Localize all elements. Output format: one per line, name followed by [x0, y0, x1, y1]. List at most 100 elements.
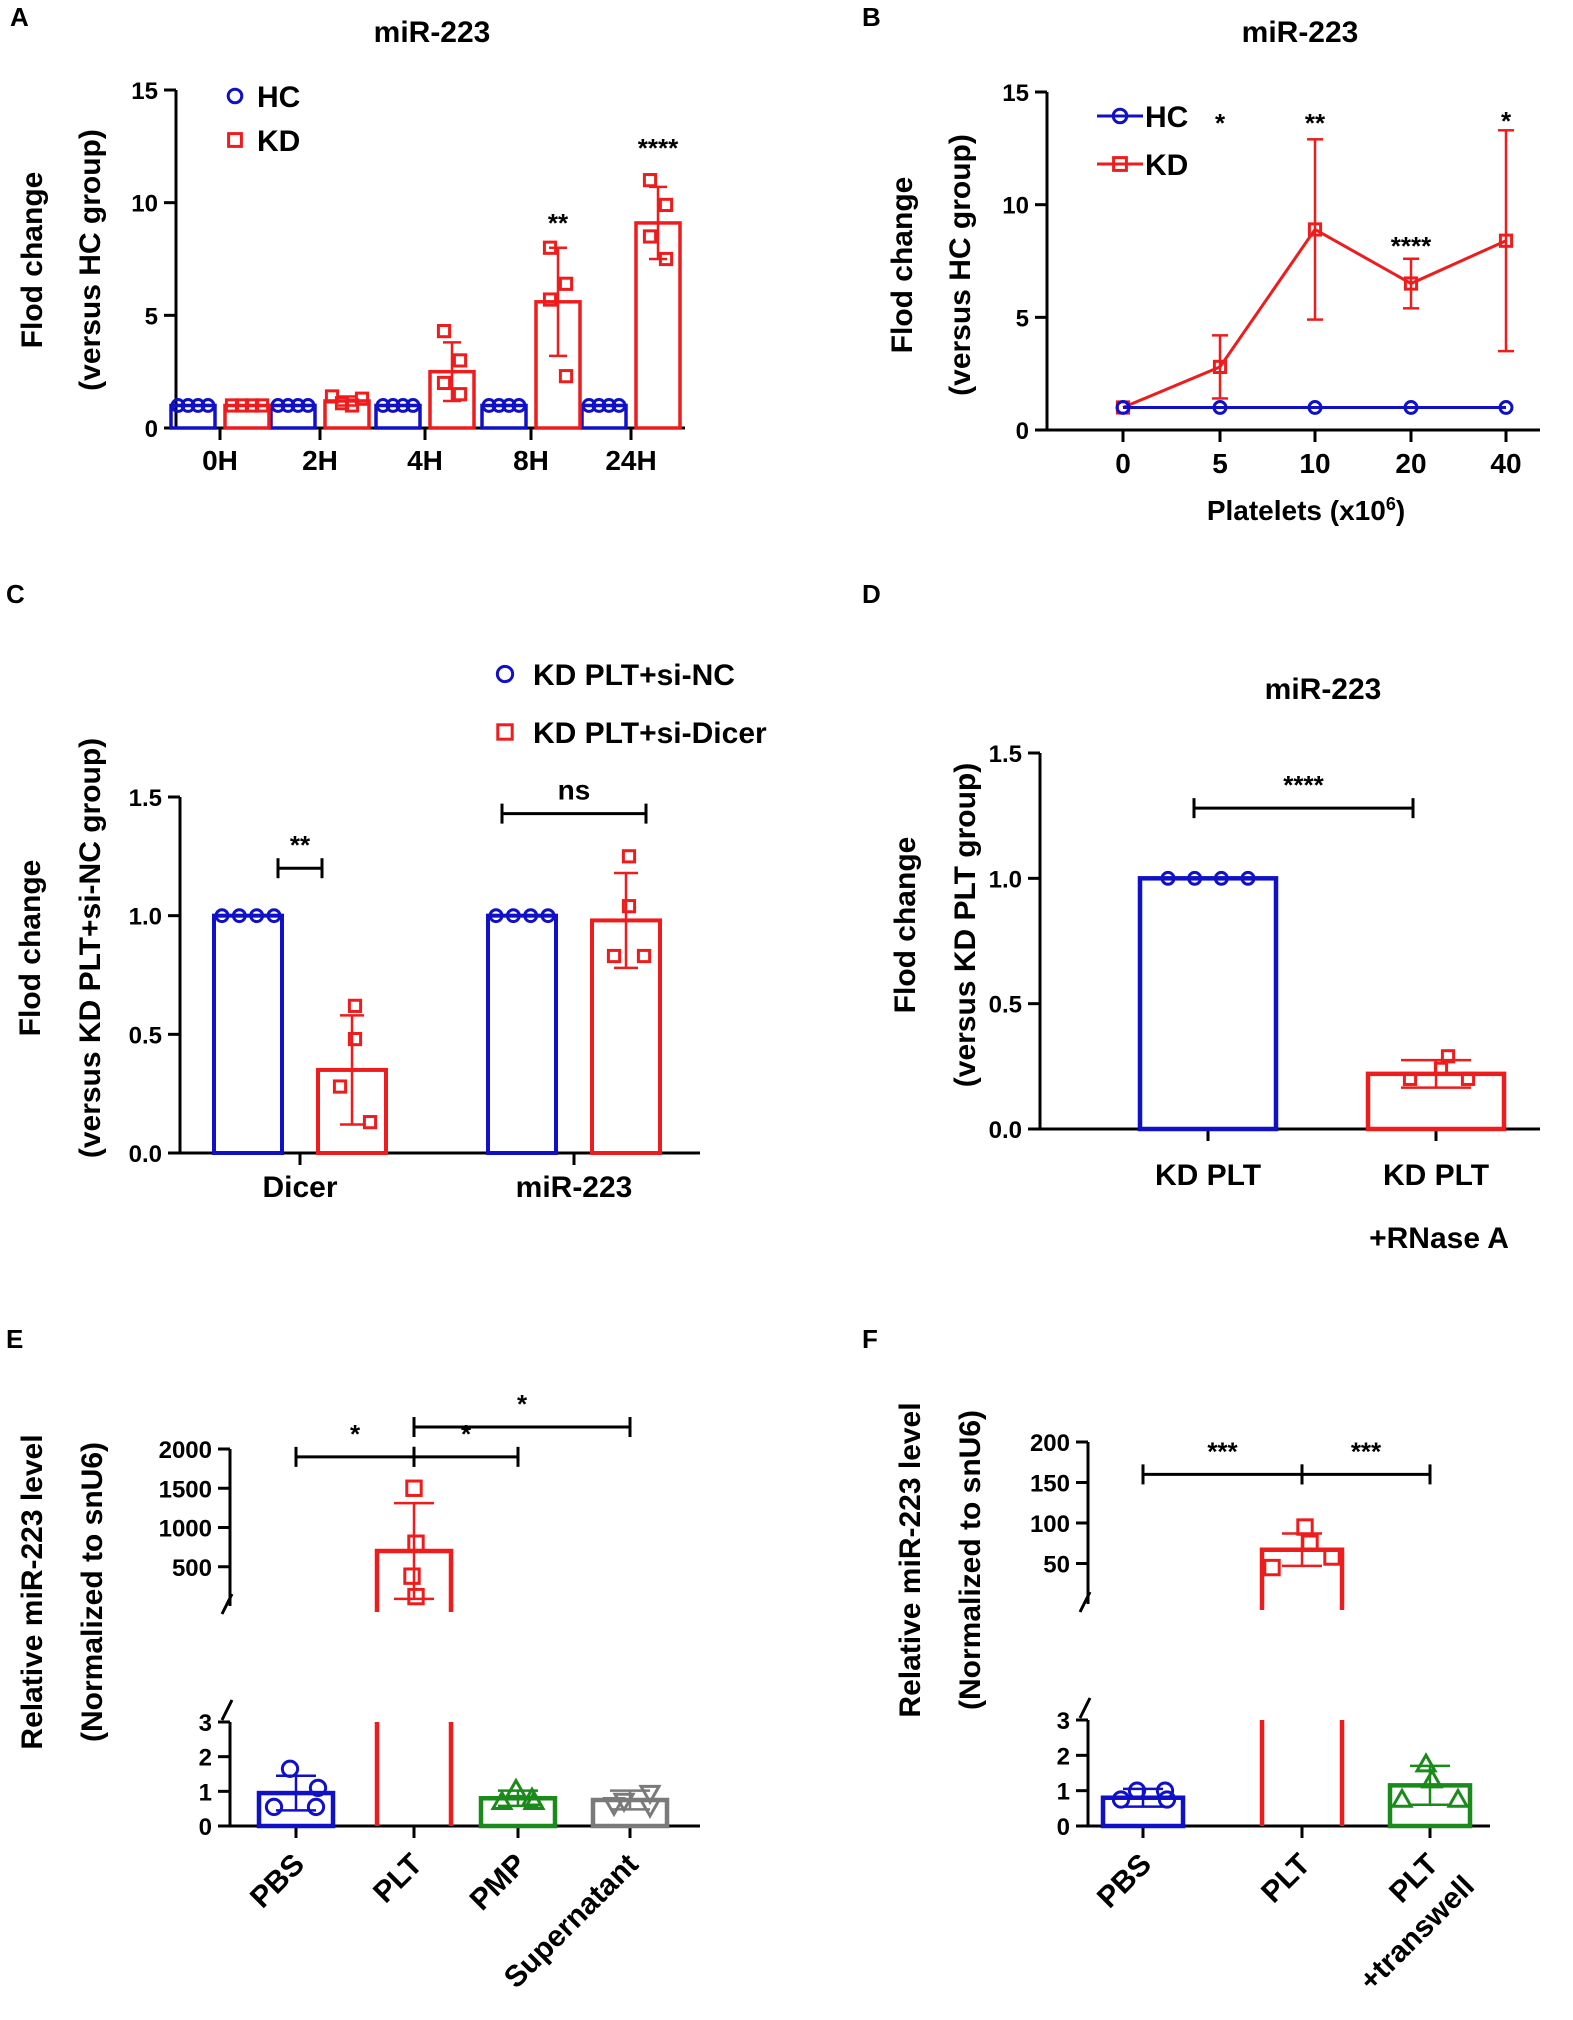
- data-point: [501, 398, 517, 413]
- y-tick-label: 1500: [159, 1476, 212, 1503]
- x-tick-label: PLT: [367, 1848, 429, 1910]
- data-point: [490, 1789, 514, 1810]
- y-tick-label: 0: [145, 416, 158, 443]
- y-tick-label: 50: [1043, 1552, 1070, 1579]
- legend-label: KD PLT+si-Dicer: [533, 717, 767, 750]
- panel-label: F: [862, 1324, 878, 1354]
- data-point: [481, 398, 497, 413]
- legend-label: KD PLT+si-NC: [533, 659, 735, 692]
- legend-marker: [1112, 156, 1128, 172]
- data-point: [200, 398, 216, 413]
- data-point: [1498, 400, 1514, 415]
- y-axis-title: Flod change: [16, 172, 49, 349]
- data-point: [1111, 1790, 1131, 1809]
- significance-label: ****: [1391, 231, 1432, 261]
- significance-label: *: [517, 1389, 528, 1419]
- data-point: [558, 276, 574, 291]
- y-tick-label: 1: [1057, 1779, 1070, 1806]
- data-point: [308, 1778, 328, 1798]
- y-axis-title: (Normalized to snU6): [76, 1442, 109, 1742]
- x-tick-label: KD PLT: [1155, 1159, 1261, 1192]
- data-point: [306, 1797, 326, 1817]
- data-point: [170, 398, 186, 413]
- y-tick-label: 5: [1016, 305, 1029, 332]
- data-point: [511, 398, 527, 413]
- x-tick-sublabel: +RNase A: [1369, 1222, 1509, 1255]
- x-tick-label: Dicer: [262, 1171, 337, 1204]
- data-point: [280, 1759, 300, 1778]
- data-point: [1296, 1518, 1314, 1536]
- significance-label: ***: [1351, 1436, 1382, 1466]
- data-point: [621, 899, 637, 914]
- significance-label: ****: [1283, 770, 1324, 800]
- significance-label: ****: [638, 133, 679, 163]
- y-tick-label: 2000: [159, 1437, 212, 1464]
- data-point: [1212, 359, 1228, 375]
- data-point: [1420, 1768, 1444, 1789]
- bar: [212, 913, 284, 1156]
- data-point: [266, 908, 282, 924]
- data-point: [300, 398, 316, 413]
- data-point: [1212, 400, 1228, 415]
- data-point: [1414, 1752, 1438, 1773]
- data-point: [523, 908, 539, 924]
- data-point: [606, 948, 622, 964]
- data-point: [658, 197, 674, 213]
- data-point: [180, 398, 196, 413]
- y-tick-label: 2: [199, 1745, 212, 1772]
- panel-label: A: [10, 2, 29, 32]
- legend-marker: [1111, 107, 1129, 125]
- data-point: [436, 324, 452, 339]
- data-point: [354, 391, 370, 406]
- data-point: [1155, 1781, 1175, 1800]
- x-tick-label: miR-223: [516, 1171, 633, 1204]
- significance-label: **: [1305, 108, 1326, 138]
- data-point: [1240, 870, 1256, 886]
- y-tick-label: 15: [131, 78, 158, 105]
- y-tick-label: 1.0: [989, 866, 1022, 893]
- data-point: [362, 1115, 378, 1130]
- data-point: [1263, 1558, 1281, 1577]
- data-point: [1160, 870, 1176, 886]
- significance-label: ns: [558, 775, 591, 806]
- data-point: [542, 240, 558, 255]
- panel-label: C: [6, 579, 25, 609]
- y-tick-label: 100: [1030, 1511, 1070, 1538]
- chart-title: miR-223: [374, 16, 491, 49]
- y-axis-title: Relative miR-223 level: [894, 1402, 927, 1717]
- data-point: [1115, 400, 1131, 415]
- y-axis-title: Flod change: [14, 860, 47, 1037]
- chart-title: miR-223: [1265, 673, 1382, 706]
- y-tick-label: 1.5: [129, 785, 162, 812]
- data-point: [1403, 276, 1419, 291]
- data-point: [601, 398, 617, 413]
- panel-e: E 0 1 2 3 500 1000 1500 2000 Relative miR-223 lev…: [6, 1324, 700, 1995]
- data-point: [638, 1784, 662, 1806]
- data-point: [395, 398, 411, 413]
- data-point: [270, 398, 286, 413]
- data-point: [591, 398, 607, 413]
- legend-marker: [227, 132, 243, 148]
- legend-marker: [226, 87, 244, 105]
- y-axis-title: (versus KD PLT group): [949, 763, 982, 1087]
- data-point: [264, 1797, 284, 1817]
- data-point: [347, 998, 363, 1013]
- x-tick-label: 20: [1395, 448, 1426, 479]
- y-axis-title: (versus HC group): [74, 129, 107, 391]
- y-tick-label: 0.5: [989, 992, 1022, 1019]
- y-tick-label: 15: [1002, 80, 1029, 107]
- data-point: [488, 908, 504, 924]
- y-tick-label: 500: [172, 1555, 212, 1582]
- y-tick-label: 0: [199, 1814, 212, 1841]
- data-point: [405, 398, 421, 413]
- y-axis-title: Flod change: [889, 837, 922, 1014]
- x-tick-label: 10: [1299, 448, 1330, 479]
- data-point: [407, 1534, 425, 1552]
- significance-label: **: [548, 208, 569, 238]
- x-axis-title: Platelets (x106): [1207, 494, 1405, 526]
- panel-label: D: [862, 579, 881, 609]
- data-point: [1213, 870, 1229, 886]
- axis-break-mark: [1078, 1591, 1092, 1613]
